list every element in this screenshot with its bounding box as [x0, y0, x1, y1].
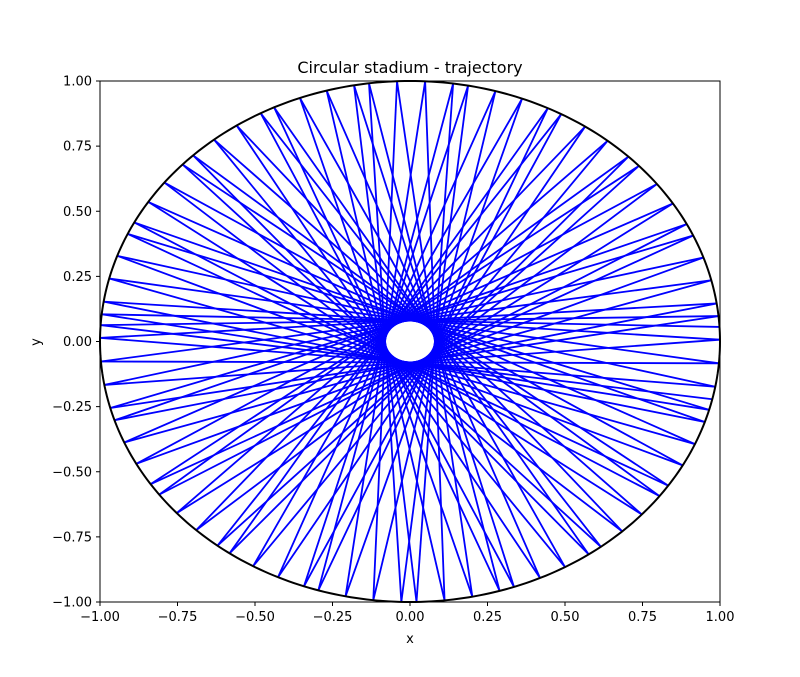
- trajectory-layer: [99, 81, 721, 603]
- trajectory-segment: [100, 315, 719, 327]
- trajectory-segment: [150, 165, 640, 485]
- x-tick-label: 0.50: [551, 610, 580, 625]
- x-tick-label: −0.50: [235, 610, 275, 625]
- trajectory-segment: [110, 315, 719, 409]
- y-tick-label: −0.25: [52, 400, 92, 415]
- trajectory-segment: [273, 106, 501, 592]
- trajectory-segment: [400, 85, 469, 603]
- x-tick-label: 0.00: [396, 610, 425, 625]
- y-axis-label: y: [29, 338, 44, 346]
- trajectory-segment: [110, 234, 694, 409]
- x-axis-label: x: [406, 632, 414, 647]
- x-axis-ticks: −1.00 −0.75 −0.50 −0.25 0.00 0.25 0.50 0.75 1.00: [80, 602, 734, 625]
- trajectory-segment: [368, 83, 501, 592]
- y-tick-label: 0.25: [63, 270, 92, 285]
- x-tick-label: −0.25: [313, 610, 353, 625]
- trajectory-segment: [216, 113, 562, 547]
- trajectory-segment: [273, 106, 590, 555]
- y-tick-label: 0.50: [63, 205, 92, 220]
- trajectory-segment: [100, 324, 713, 401]
- trajectory-segment: [192, 154, 590, 556]
- x-tick-label: 0.25: [473, 610, 502, 625]
- y-tick-label: 0.75: [63, 140, 92, 155]
- trajectory-segment: [150, 234, 694, 485]
- x-tick-label: −0.75: [158, 610, 198, 625]
- trajectory-segment: [192, 154, 661, 497]
- y-tick-label: 1.00: [63, 75, 92, 90]
- y-tick-label: −1.00: [52, 596, 92, 611]
- x-tick-label: 1.00: [706, 610, 735, 625]
- trajectory-segment: [216, 165, 640, 547]
- x-tick-label: −1.00: [80, 610, 120, 625]
- trajectory-segment: [133, 221, 660, 497]
- trajectory-segment: [133, 221, 706, 423]
- x-tick-label: 0.75: [628, 610, 657, 625]
- y-tick-label: −0.75: [52, 530, 92, 545]
- trajectory-segment: [368, 83, 403, 602]
- y-axis-ticks: −1.00 −0.75 −0.50 −0.25 0.00 0.25 0.50 0.75 1.00: [52, 75, 100, 611]
- trajectory-segment: [303, 85, 469, 587]
- y-tick-label: −0.50: [52, 465, 92, 480]
- chart-title: Circular stadium - trajectory: [297, 58, 522, 77]
- y-tick-label: 0.00: [63, 335, 92, 350]
- trajectory-segment: [303, 113, 563, 587]
